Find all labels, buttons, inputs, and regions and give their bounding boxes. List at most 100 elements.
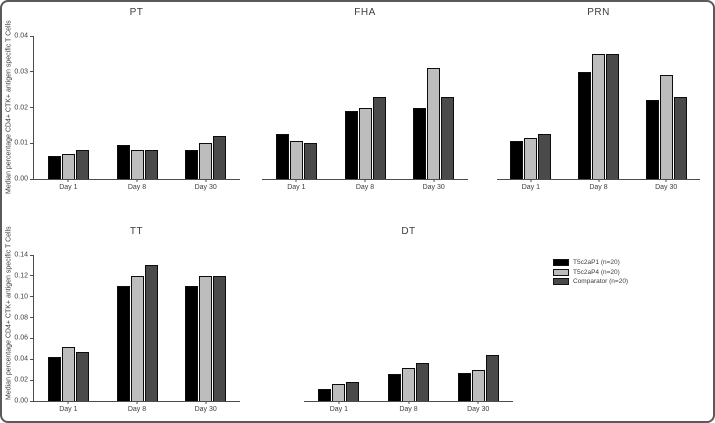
bar-fha-day-8-series-0 <box>344 111 358 179</box>
bar-prn-day-30-series-1 <box>659 75 673 179</box>
y-tick-label: 0.14 <box>14 251 28 259</box>
plot-area-fha: Day 1 Day 8 Day 30 <box>262 36 468 191</box>
bar-groups-tt <box>34 255 240 401</box>
y-axis-title-top-row: Median percentage CD4+ CTK+ antigen spec… <box>5 20 13 194</box>
bar-group-fha-day-30 <box>399 36 468 179</box>
bar-tt-day-8-series-0 <box>116 286 130 401</box>
bar-group-prn-day-8 <box>565 36 633 179</box>
bar-pt-day-30-series-1 <box>199 143 213 179</box>
x-tick-label: Day 8 <box>399 406 418 413</box>
bar-group-dt-day-8 <box>374 255 444 401</box>
y-tick-label: 0.03 <box>14 68 28 76</box>
bar-group-prn-day-30 <box>632 36 700 179</box>
y-tick-label: 0.04 <box>14 32 28 40</box>
x-tick-mark <box>433 179 435 182</box>
y-tick-label: 0.08 <box>14 314 28 322</box>
bar-prn-day-8-series-1 <box>592 53 605 179</box>
x-tick-mark <box>67 401 69 404</box>
bar-dt-day-1-series-2 <box>346 382 360 401</box>
x-tick-mark <box>530 179 532 182</box>
plot-area-tt: 0.00 0.02 0.04 0.06 0.08 0.10 0.12 0.14 Day 1 Day… <box>14 252 240 413</box>
x-tick-label: Day 30 <box>655 184 678 191</box>
bar-groups-prn <box>497 36 700 179</box>
y-tick-mark <box>30 107 34 108</box>
bar-groups-fha <box>262 36 468 179</box>
chart-pt: PT 0.00 0.01 0.02 0.03 0.04 Day 1 Day 8 Day 30 <box>14 7 240 191</box>
x-tick-label: Day 1 <box>287 184 306 191</box>
bar-fha-day-30-series-1 <box>427 68 441 179</box>
x-tick-mark <box>205 179 207 182</box>
plot-area-dt: Day 1 Day 8 Day 30 <box>304 255 513 413</box>
x-tick-mark <box>665 179 667 182</box>
x-tick-label: Day 8 <box>127 184 147 191</box>
bar-groups-dt <box>304 255 513 401</box>
y-tick-label: 0.00 <box>14 397 28 405</box>
bar-tt-day-8-series-1 <box>130 275 144 401</box>
x-tick-mark <box>67 179 69 182</box>
bar-group-fha-day-1 <box>262 36 331 179</box>
bar-tt-day-1-series-1 <box>61 346 75 401</box>
x-tick-label: Day 1 <box>59 184 78 191</box>
bar-prn-day-30-series-2 <box>673 96 687 179</box>
chart-title-pt: PT <box>129 7 144 18</box>
x-tick-label: Day 8 <box>589 184 608 191</box>
x-tick-mark <box>598 179 599 182</box>
y-tick-mark <box>30 275 34 277</box>
legend-item-label-1: T5c2aP4 (n=20) <box>573 268 620 276</box>
bar-pt-day-1-series-1 <box>61 153 75 179</box>
y-tick-label: 0.02 <box>14 104 28 111</box>
x-tick-label: Day 8 <box>355 184 375 191</box>
y-tick-mark <box>30 254 34 256</box>
y-tick-mark <box>30 178 34 180</box>
bar-pt-day-1-series-2 <box>75 150 89 179</box>
y-tick-mark <box>30 358 34 360</box>
bar-fha-day-30-series-2 <box>441 96 455 179</box>
legend-item-0: T5c2aP1 (n=20) <box>553 259 713 266</box>
x-tick-label: Day 1 <box>521 184 540 191</box>
x-tick-labels-prn: Day 1 Day 8 Day 30 <box>497 184 700 191</box>
y-tick-label: 0.02 <box>14 376 28 384</box>
x-tick-mark <box>205 401 207 404</box>
bar-pt-day-8-series-1 <box>130 150 144 179</box>
x-tick-label: Day 30 <box>422 184 445 191</box>
x-tick-labels-fha: Day 1 Day 8 Day 30 <box>262 184 468 191</box>
bar-group-tt-day-1 <box>34 255 103 401</box>
bar-dt-day-8-series-1 <box>402 367 415 401</box>
plot-area-pt: 0.00 0.01 0.02 0.03 0.04 Day 1 Day 8 Day 30 <box>14 33 240 191</box>
y-tick-mark <box>30 337 34 339</box>
x-tick-mark <box>136 401 138 404</box>
bar-dt-day-30-series-1 <box>471 369 485 401</box>
x-tick-label: Day 30 <box>194 184 217 191</box>
bar-group-fha-day-8 <box>331 36 400 179</box>
bar-dt-day-30-series-0 <box>457 372 471 401</box>
y-tick-mark <box>30 296 34 298</box>
bar-group-dt-day-30 <box>443 255 513 401</box>
y-tick-mark <box>30 71 34 73</box>
chart-title-prn: PRN <box>587 7 610 18</box>
plot-area-prn: Day 1 Day 8 Day 30 <box>497 36 700 191</box>
bar-group-tt-day-30 <box>171 255 240 401</box>
bar-group-pt-day-8 <box>103 36 172 179</box>
chart-title-fha: FHA <box>354 7 376 18</box>
bar-tt-day-1-series-2 <box>75 352 89 401</box>
bar-groups-pt <box>34 36 240 179</box>
legend-item-1: T5c2aP4 (n=20) <box>553 268 713 276</box>
bar-tt-day-30-series-2 <box>213 275 227 401</box>
x-tick-label: Day 1 <box>59 406 78 413</box>
y-tick-label: 0.12 <box>14 272 28 280</box>
bar-group-tt-day-8 <box>103 255 172 401</box>
bar-fha-day-8-series-2 <box>372 96 386 179</box>
bar-prn-day-1-series-1 <box>524 137 538 179</box>
legend-swatch-0 <box>553 259 569 266</box>
bar-fha-day-1-series-0 <box>275 134 289 179</box>
x-tick-labels-pt: Day 1 Day 8 Day 30 <box>34 184 240 191</box>
x-tick-labels-tt: Day 1 Day 8 Day 30 <box>34 406 240 413</box>
bar-fha-day-30-series-0 <box>413 107 427 179</box>
bar-tt-day-8-series-2 <box>144 265 158 401</box>
bar-prn-day-8-series-0 <box>578 71 591 179</box>
bar-prn-day-8-series-2 <box>606 53 619 179</box>
legend-swatch-1 <box>553 268 569 276</box>
bar-tt-day-30-series-1 <box>199 275 213 401</box>
